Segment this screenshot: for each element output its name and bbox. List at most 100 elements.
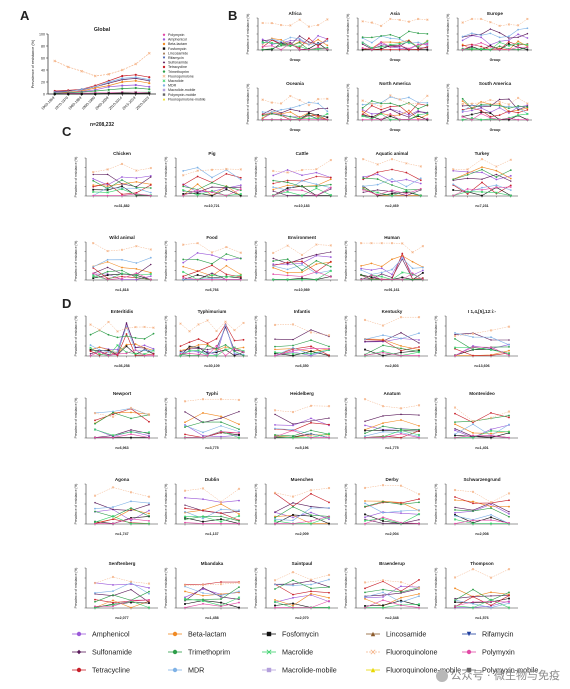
mark-point [130,411,132,414]
mark-point [67,92,70,96]
mark-point [480,103,483,106]
mark-point [361,107,364,109]
mark-point [509,180,512,183]
series-line [180,324,244,355]
mark-point [273,519,277,523]
series-line [362,31,428,39]
mark-point [148,520,150,522]
mark-point [233,328,236,332]
mark-point [508,601,510,603]
mark-point [471,436,475,439]
mark-point [184,516,186,519]
mark-point [391,184,393,186]
mark-point [400,591,402,593]
mark-point [220,593,222,596]
mark-point [426,118,429,121]
mark-point [112,522,114,525]
mark-point [508,339,510,341]
y-axis-label: Prevalence of resistance (%) [74,241,78,282]
mark-point [261,111,264,113]
mark-point [382,500,384,503]
series-line [364,338,420,343]
mark-point [292,501,294,504]
sample-size: n=208,232 [90,122,114,128]
mark-point [225,167,228,171]
mark-point [461,118,464,121]
series-line [462,100,528,112]
mark-point [286,261,289,264]
mark-point [419,182,422,185]
mark-point [364,597,366,600]
mark-point [418,587,420,590]
subplot-title: Oceania [286,81,304,86]
mark-point [225,273,228,276]
y-axis-label: Prevalence of resistance (%) [254,316,258,357]
mark-point [211,191,213,194]
mark-point [481,168,483,171]
mark-point [152,349,155,352]
mark-point [107,349,110,352]
series-line [454,568,510,578]
mark-point [454,337,456,340]
mark-point [106,278,109,281]
series-line [364,500,420,511]
y-axis-label: Prevalence of resistance (%) [254,157,258,198]
mark-point [507,39,510,42]
mark-point [224,343,227,346]
mark-point [400,432,402,435]
subplot-title: Newport [113,391,132,396]
mark-point [135,177,138,179]
mark-point [272,260,275,262]
mark-point [184,436,186,439]
sample-size: n=2,008 [475,532,488,536]
mark-point [326,118,329,121]
mark-point [106,249,109,253]
mark-point [498,100,501,103]
mark-point [89,346,92,350]
mark-point [219,520,223,523]
legend-label: MDR [188,666,204,675]
mark-point [508,343,510,346]
mark-point [398,110,401,113]
series-line [364,429,420,432]
mark-point [148,88,151,91]
mark-point [225,278,228,281]
mark-point [376,183,379,186]
mark-point [148,601,150,604]
mark-point [298,104,301,107]
mark-point [134,86,137,90]
mark-point [315,185,318,188]
mark-point [508,414,510,417]
mark-point [272,174,275,177]
legend-label: Fosfomycin [168,47,186,51]
mark-point [310,429,312,432]
mark-point [416,45,420,48]
mark-point [238,509,240,512]
series-line [90,333,154,356]
legend-label: Trimethoprim [188,648,230,657]
subplot-title: Derby [385,477,398,482]
mark-point [220,601,222,604]
mark-point [526,46,529,49]
mark-point [507,352,511,355]
mark-point [301,262,303,265]
mark-point [307,112,310,115]
mark-point [292,338,294,341]
mark-point [309,352,313,355]
mark-point [315,263,318,266]
mark-point [361,103,364,106]
mark-point [93,521,97,524]
mark-point [237,581,241,584]
mark-point [405,185,408,188]
mark-point [289,39,292,42]
mark-point [472,601,474,603]
series-line [462,111,528,120]
mark-point [94,605,96,608]
legend-label: Fluoroquinolone-mobile [168,97,206,101]
mark-point [143,347,146,349]
mark-point [111,603,115,606]
